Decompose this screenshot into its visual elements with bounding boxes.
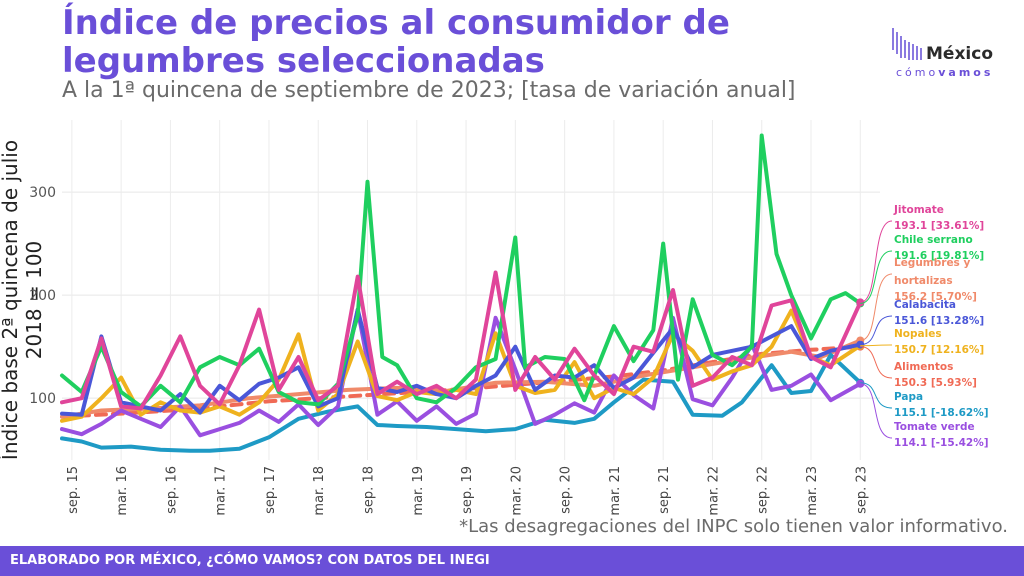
- chart-subtitle: A la 1ª quincena de septiembre de 2023; …: [62, 78, 796, 103]
- label-connector: [860, 315, 893, 346]
- chart-title: Índice de precios al consumidor de legum…: [62, 3, 730, 81]
- series-name-label: Alimentos: [894, 361, 953, 373]
- label-connector: [860, 273, 893, 341]
- x-tick-label: sep. 21: [657, 466, 672, 514]
- label-connector: [860, 220, 893, 303]
- logo-tagline: cómovamos: [896, 66, 994, 79]
- x-tick-label: mar. 16: [115, 466, 130, 516]
- series-name-label: hortalizas: [894, 275, 953, 287]
- series-name-label: Legumbres y: [894, 257, 970, 269]
- x-tick-label: sep. 16: [164, 466, 179, 514]
- series-line: [60, 307, 863, 438]
- label-connector: [860, 382, 893, 409]
- x-tick-label: sep. 15: [66, 466, 81, 514]
- series-line: [60, 270, 863, 411]
- series-name-label: Tomate verde: [894, 421, 975, 433]
- x-tick-label: mar. 20: [509, 466, 524, 516]
- footer-credit: ELABORADO POR MÉXICO, ¿CÓMO VAMOS? CON D…: [10, 553, 490, 568]
- x-tick-label: sep. 18: [362, 466, 377, 514]
- x-tick-label: mar. 19: [411, 466, 426, 516]
- x-tick-label: sep. 22: [756, 466, 771, 514]
- series-value-label: 114.1 [-15.42%]: [894, 437, 989, 449]
- series-name-label: Calabacita: [894, 299, 956, 311]
- x-tick-label: sep. 19: [460, 466, 475, 514]
- x-tick-label: mar. 23: [805, 466, 820, 516]
- label-connector: [860, 383, 893, 439]
- x-tick-label: sep. 23: [854, 466, 869, 514]
- series-value-label: 150.7 [12.16%]: [894, 344, 984, 356]
- label-connector: [860, 346, 893, 379]
- series-value-label: 115.1 [-18.62%]: [894, 407, 989, 419]
- series-name-label: Papa: [894, 391, 923, 403]
- x-tick-label: mar. 21: [608, 466, 623, 516]
- mexico-como-vamos-logo-icon: [892, 28, 922, 60]
- series-value-label: 150.3 [5.93%]: [894, 377, 977, 389]
- x-tick-label: sep. 17: [263, 466, 278, 514]
- series-name-label: Nopales: [894, 328, 942, 340]
- footnote: *Las desagregaciones del INPC solo tiene…: [459, 516, 1008, 537]
- series-line: [60, 133, 863, 409]
- y-tick-label: 300: [29, 185, 56, 201]
- x-tick-label: mar. 17: [214, 466, 229, 516]
- series-line: [60, 352, 863, 453]
- series-value-label: 191.6 [19.81%]: [894, 250, 984, 262]
- footer-bar: ELABORADO POR MÉXICO, ¿CÓMO VAMOS? CON D…: [0, 546, 1024, 576]
- series-value-label: 151.6 [13.28%]: [894, 315, 984, 327]
- series-value-label: 156.2 [5.70%]: [894, 291, 977, 303]
- series-name-label: Chile serrano: [894, 234, 973, 246]
- y-tick-label: 100: [29, 391, 56, 407]
- x-tick-label: sep. 20: [559, 466, 574, 514]
- x-tick-label: mar. 18: [312, 466, 327, 516]
- label-connector: [860, 344, 893, 347]
- series-value-label: 193.1 [33.61%]: [894, 220, 984, 232]
- label-connector: [860, 250, 893, 304]
- logo-name: México: [926, 44, 993, 64]
- x-tick-label: mar. 22: [706, 466, 721, 516]
- series-name-label: Jitomate: [893, 204, 944, 216]
- y-tick-label: 200: [29, 288, 56, 304]
